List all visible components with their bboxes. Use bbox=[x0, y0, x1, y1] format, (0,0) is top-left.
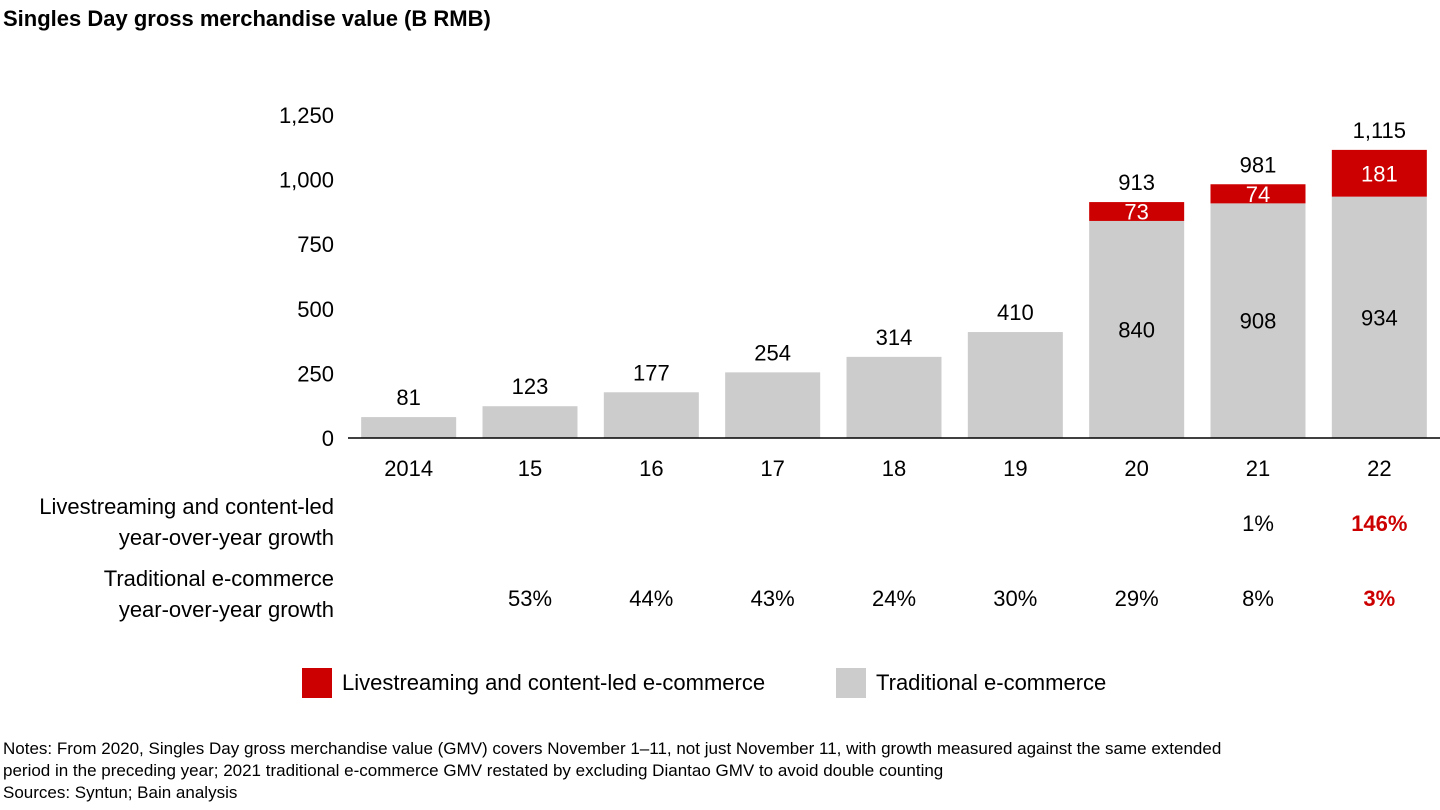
livestreaming-growth-value: 146% bbox=[1351, 511, 1408, 536]
traditional-growth-value: 3% bbox=[1363, 586, 1396, 611]
traditional-growth-label: Traditional e-commerce year-over-year gr… bbox=[104, 563, 334, 625]
livestreaming-growth-label-line2: year-over-year growth bbox=[118, 525, 334, 550]
traditional-growth-value: 53% bbox=[507, 586, 553, 611]
data-label-total: 177 bbox=[633, 360, 670, 385]
livestreaming-growth-value: 1% bbox=[1242, 511, 1274, 536]
x-tick-label: 16 bbox=[639, 456, 663, 481]
bar-livestreaming bbox=[1331, 149, 1427, 197]
livestreaming-growth-label: Livestreaming and content-led year-over-… bbox=[39, 491, 334, 553]
legend-label-traditional: Traditional e-commerce bbox=[876, 670, 1107, 695]
traditional-growth-label-line1: Traditional e-commerce bbox=[103, 566, 334, 591]
data-label-total: 913 bbox=[1118, 170, 1155, 195]
data-label-total: 254 bbox=[754, 340, 791, 365]
data-label-traditional: 908 bbox=[1240, 309, 1277, 334]
data-label-traditional: 840 bbox=[1118, 317, 1155, 342]
y-tick-label: 1,250 bbox=[279, 103, 334, 128]
data-label-livestreaming: 181 bbox=[1361, 161, 1398, 186]
notes-line-1: Notes: From 2020, Singles Day gross merc… bbox=[3, 739, 1222, 758]
x-tick-label: 15 bbox=[518, 456, 542, 481]
legend-swatch-traditional bbox=[836, 668, 866, 698]
data-label-total: 314 bbox=[876, 325, 913, 350]
legend-label-livestreaming: Livestreaming and content-led e-commerce bbox=[342, 670, 766, 695]
bar-traditional bbox=[967, 332, 1063, 438]
livestreaming-growth-label-line1: Livestreaming and content-led bbox=[39, 494, 334, 519]
y-tick-label: 1,000 bbox=[279, 168, 334, 193]
y-tick-label: 750 bbox=[297, 232, 334, 257]
bar-traditional bbox=[846, 356, 942, 438]
bar-traditional bbox=[1210, 203, 1306, 438]
data-label-total: 410 bbox=[997, 300, 1034, 325]
traditional-growth-value: 43% bbox=[750, 586, 795, 611]
x-tick-label: 20 bbox=[1124, 456, 1148, 481]
traditional-growth-label-line2: year-over-year growth bbox=[118, 597, 334, 622]
traditional-growth-value: 24% bbox=[871, 586, 917, 611]
sources-line: Sources: Syntun; Bain analysis bbox=[3, 783, 238, 802]
bar-traditional bbox=[1331, 196, 1427, 438]
bar-traditional bbox=[1089, 220, 1185, 438]
data-label-traditional: 934 bbox=[1361, 305, 1398, 330]
notes-line-2: period in the preceding year; 2021 tradi… bbox=[3, 761, 944, 780]
x-tick-label: 18 bbox=[882, 456, 906, 481]
chart-title: Singles Day gross merchandise value (B R… bbox=[3, 6, 491, 31]
bar-traditional bbox=[603, 392, 699, 438]
y-tick-label: 0 bbox=[322, 426, 334, 451]
bar-traditional bbox=[725, 372, 821, 438]
y-tick-label: 250 bbox=[297, 361, 334, 386]
y-tick-label: 500 bbox=[297, 297, 334, 322]
data-label-livestreaming: 74 bbox=[1246, 182, 1270, 207]
x-tick-label: 17 bbox=[760, 456, 784, 481]
data-label-total: 981 bbox=[1240, 152, 1277, 177]
x-tick-label: 21 bbox=[1246, 456, 1270, 481]
traditional-growth-value: 29% bbox=[1114, 586, 1159, 611]
traditional-growth-value: 44% bbox=[629, 586, 674, 611]
data-label-total: 123 bbox=[512, 374, 549, 399]
x-tick-label: 19 bbox=[1003, 456, 1027, 481]
bar-livestreaming bbox=[1089, 202, 1185, 221]
data-label-total: 1,115 bbox=[1353, 118, 1406, 143]
notes: Notes: From 2020, Singles Day gross merc… bbox=[3, 738, 1439, 804]
legend-swatch-livestreaming bbox=[302, 668, 332, 698]
bar-traditional bbox=[361, 417, 457, 438]
bar-livestreaming bbox=[1210, 184, 1306, 204]
traditional-growth-value: 30% bbox=[993, 586, 1038, 611]
stacked-bar-chart: 0 250 500 750 1,000 1,250 81 2014 123 15 177 16 254 1… bbox=[279, 103, 1440, 481]
x-tick-label: 2014 bbox=[384, 456, 433, 481]
data-label-total: 81 bbox=[396, 385, 420, 410]
data-label-livestreaming: 73 bbox=[1124, 200, 1148, 225]
x-tick-label: 22 bbox=[1367, 456, 1391, 481]
traditional-growth-value: 8% bbox=[1242, 586, 1274, 611]
bar-traditional bbox=[482, 406, 578, 438]
